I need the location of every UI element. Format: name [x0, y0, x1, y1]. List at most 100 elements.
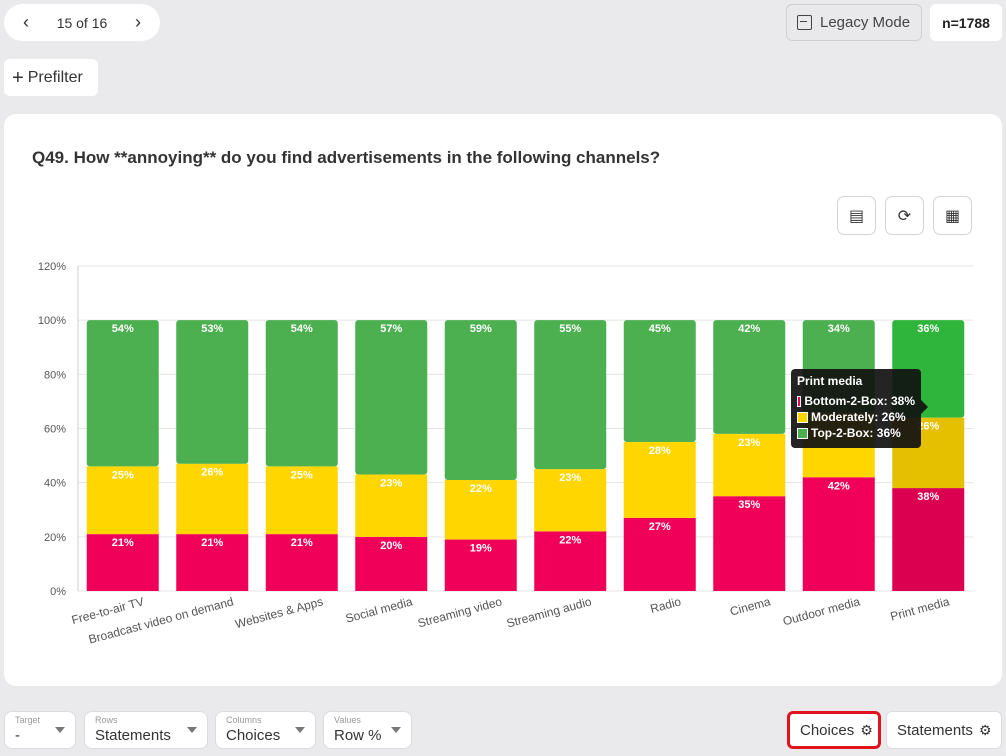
- y-tick-label: 40%: [44, 478, 66, 490]
- bar-moderately: [265, 466, 338, 535]
- bar-top-2-box: [265, 320, 338, 467]
- rows-value: Statements: [95, 727, 171, 744]
- bar-top-2-box: [444, 320, 517, 480]
- bottom-swatch: [797, 395, 802, 407]
- gear-icon: ⚙: [978, 721, 992, 738]
- x-tick-label: Print media: [889, 594, 952, 623]
- y-tick-label: 60%: [44, 424, 66, 436]
- next-page-icon[interactable]: ›: [134, 12, 141, 32]
- data-label: 42%: [738, 323, 760, 335]
- bar-top-2-box: [86, 320, 159, 467]
- data-label: 21%: [291, 537, 313, 549]
- x-tick-label: Cinema: [728, 594, 772, 618]
- layout-button[interactable]: ▦: [933, 196, 972, 235]
- x-tick-label: Outdoor media: [781, 594, 862, 628]
- data-label: 59%: [470, 323, 492, 335]
- columns-label: Columns: [226, 715, 262, 725]
- x-tick-label: Social media: [344, 594, 414, 625]
- bar-top-2-box: [623, 320, 696, 443]
- values-select[interactable]: Values Row %: [323, 711, 412, 749]
- tooltip-pointer: [921, 400, 928, 414]
- data-label: 23%: [738, 437, 760, 449]
- x-tick-label: Streaming audio: [505, 594, 593, 630]
- comment-button[interactable]: ▤: [837, 196, 876, 235]
- pager: ‹ 15 of 16 ›: [4, 4, 160, 41]
- gear-icon: ⚙: [860, 721, 873, 738]
- data-label: 27%: [649, 521, 671, 533]
- x-tick-label: Streaming video: [416, 594, 504, 630]
- statements-button[interactable]: Statements ⚙: [886, 711, 1002, 749]
- data-label: 28%: [649, 445, 671, 457]
- data-label: 34%: [828, 323, 850, 335]
- target-label: Target: [15, 715, 41, 725]
- legacy-mode-button[interactable]: Legacy Mode: [786, 4, 922, 41]
- data-label: 21%: [201, 537, 223, 549]
- chart-tooltip: Print media Bottom-2-Box: 38% Moderately…: [791, 369, 921, 448]
- data-label: 53%: [201, 323, 223, 335]
- plus-icon: +: [12, 66, 24, 89]
- bar-moderately: [444, 479, 517, 540]
- tooltip-row: Bottom-2-Box: 38%: [797, 394, 915, 408]
- bar-moderately: [355, 474, 428, 537]
- prefilter-button[interactable]: + Prefilter: [4, 59, 98, 96]
- bar-moderately: [534, 469, 607, 532]
- bar-bottom-2-box: [623, 517, 696, 591]
- data-label: 55%: [559, 323, 581, 335]
- data-label: 35%: [738, 499, 760, 511]
- comment-icon: ▤: [848, 207, 865, 225]
- bar-moderately: [176, 463, 249, 535]
- choices-button[interactable]: Choices ⚙: [787, 711, 881, 749]
- refresh-button[interactable]: ⟳: [885, 196, 924, 235]
- choices-label: Choices: [800, 721, 855, 739]
- bar-bottom-2-box: [176, 534, 249, 591]
- chevron-down-icon: [187, 727, 197, 733]
- bar-moderately: [713, 433, 786, 497]
- bar-bottom-2-box: [802, 477, 875, 591]
- chevron-down-icon: [55, 727, 65, 733]
- data-label: 45%: [649, 323, 671, 335]
- columns-value: Choices: [226, 727, 281, 744]
- prev-page-icon[interactable]: ‹: [23, 12, 29, 32]
- bar-moderately: [623, 442, 696, 518]
- target-select[interactable]: Target -: [4, 711, 76, 749]
- tooltip-title: Print media: [797, 374, 863, 388]
- data-label: 23%: [559, 472, 581, 484]
- chevron-down-icon: [295, 727, 305, 733]
- data-label: 22%: [559, 534, 581, 546]
- data-label: 22%: [470, 483, 492, 495]
- top-swatch: [797, 427, 808, 439]
- stacked-bar-chart: 0%20%40%60%80%100%120%21%25%54%Free-to-a…: [38, 261, 973, 647]
- tooltip-row: Top-2-Box: 36%: [797, 426, 915, 440]
- bar-moderately: [86, 466, 159, 535]
- question-title: Q49. How **annoying** do you find advert…: [32, 148, 661, 167]
- y-tick-label: 120%: [38, 261, 66, 273]
- x-tick-label: Websites & Apps: [233, 594, 324, 631]
- target-value: -: [15, 727, 20, 744]
- refresh-icon: ⟳: [897, 207, 912, 225]
- chevron-down-icon: [391, 727, 401, 733]
- data-label: 19%: [470, 543, 492, 555]
- x-tick-label: Radio: [649, 594, 683, 616]
- data-label: 42%: [828, 480, 850, 492]
- legacy-mode-label: Legacy Mode: [820, 14, 911, 31]
- bar-top-2-box: [176, 320, 249, 464]
- bar-bottom-2-box: [713, 496, 786, 591]
- columns-select[interactable]: Columns Choices: [215, 711, 316, 749]
- values-label: Values: [334, 715, 361, 725]
- tooltip-top-text: Top-2-Box: 36%: [811, 426, 901, 440]
- data-label: 54%: [112, 323, 134, 335]
- prefilter-label: Prefilter: [27, 68, 83, 86]
- data-label: 25%: [112, 469, 134, 481]
- bar-bottom-2-box: [355, 536, 428, 591]
- rows-select[interactable]: Rows Statements: [84, 711, 208, 749]
- tooltip-bottom-text: Bottom-2-Box: 38%: [804, 394, 915, 408]
- bar-bottom-2-box: [892, 488, 965, 591]
- data-label: 36%: [917, 323, 939, 335]
- bar-top-2-box: [713, 320, 786, 434]
- y-tick-label: 0%: [50, 586, 66, 598]
- data-label: 26%: [917, 421, 939, 433]
- bar-top-2-box: [355, 320, 428, 475]
- data-label: 20%: [380, 540, 402, 552]
- rows-label: Rows: [95, 715, 118, 725]
- tooltip-moderate-text: Moderately: 26%: [811, 410, 906, 424]
